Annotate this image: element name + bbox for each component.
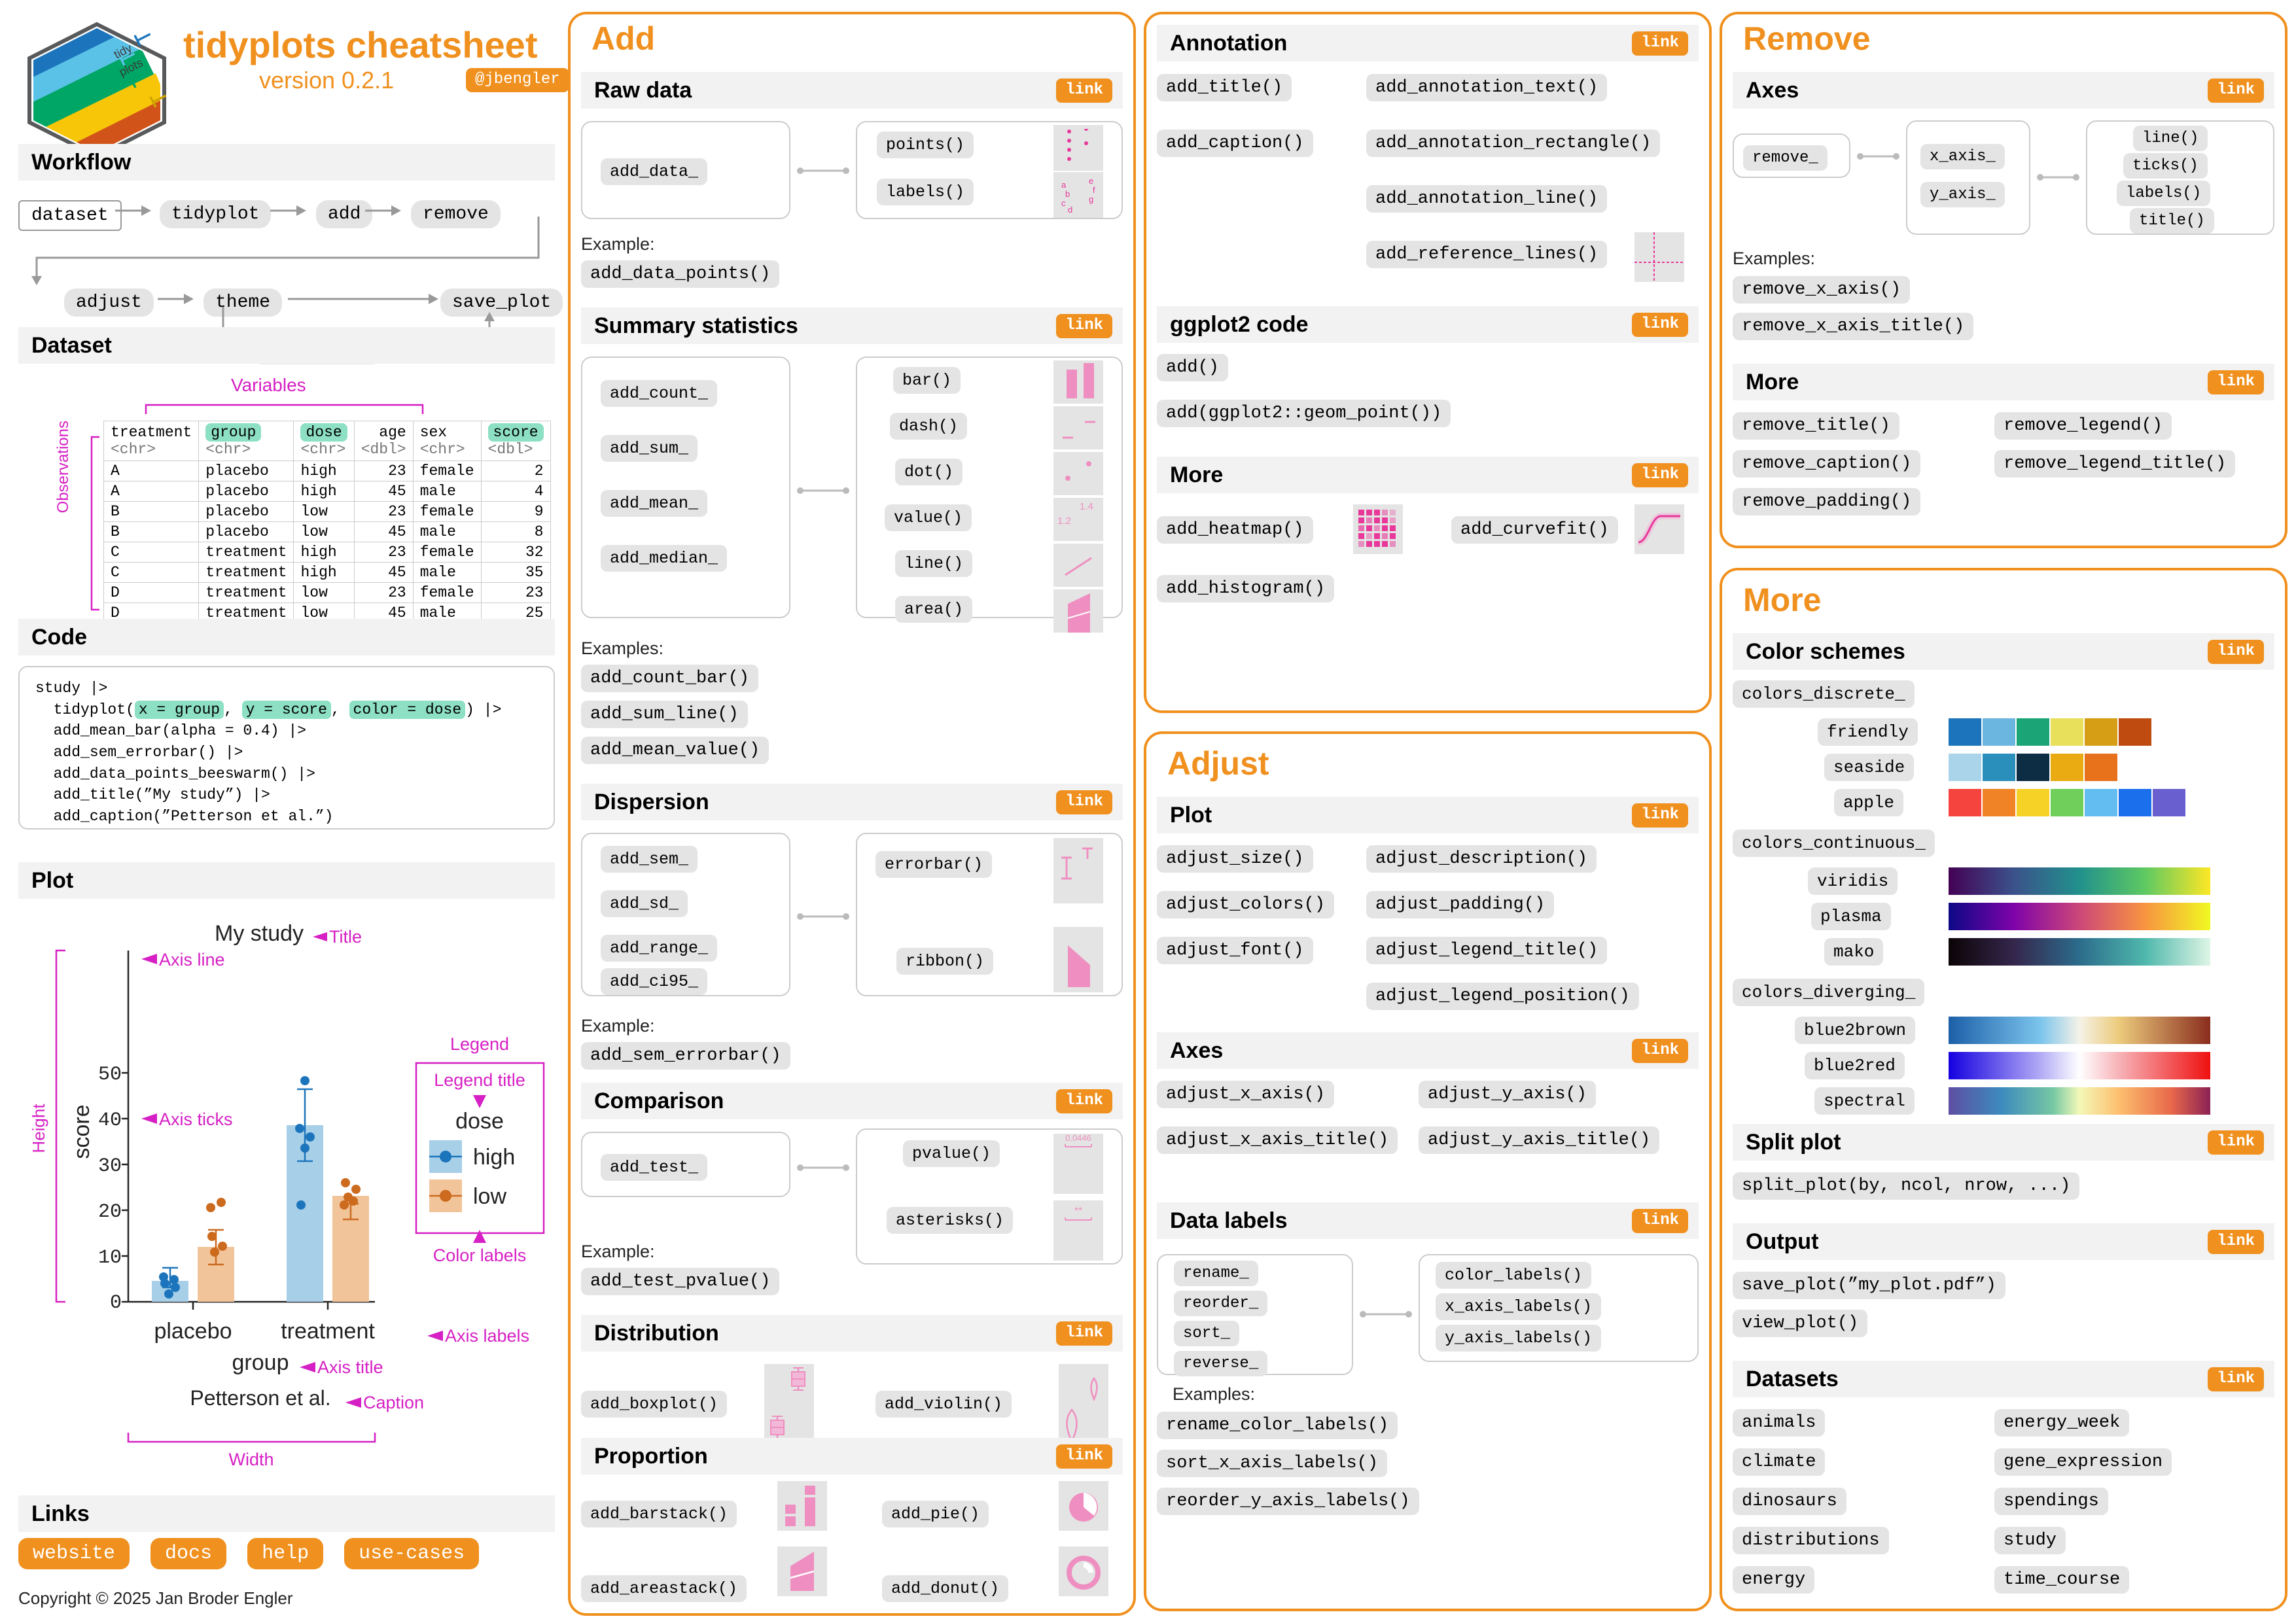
svg-text:Petterson et al.: Petterson et al. <box>190 1386 330 1410</box>
svg-text:f: f <box>1093 185 1095 195</box>
svg-text:Legend: Legend <box>450 1034 509 1054</box>
svg-text:e: e <box>1089 176 1093 186</box>
svg-text:low: low <box>473 1184 506 1209</box>
svg-text:Axis title: Axis title <box>317 1357 383 1377</box>
svg-text:treatment: treatment <box>281 1319 375 1344</box>
svg-text:Caption: Caption <box>363 1393 424 1412</box>
svg-text:a: a <box>1061 180 1067 190</box>
svg-text:40: 40 <box>98 1109 122 1132</box>
svg-text:Axis ticks: Axis ticks <box>159 1109 233 1129</box>
svg-text:score: score <box>69 1104 94 1159</box>
svg-text:Axis line: Axis line <box>159 950 225 969</box>
svg-text:Axis labels: Axis labels <box>445 1326 529 1346</box>
svg-text:10: 10 <box>98 1247 122 1269</box>
svg-text:Title: Title <box>329 927 362 947</box>
svg-text:1.2: 1.2 <box>1057 515 1071 527</box>
svg-text:Height: Height <box>29 1104 48 1153</box>
svg-text:group: group <box>232 1350 289 1375</box>
svg-text:50: 50 <box>98 1064 122 1086</box>
svg-text:30: 30 <box>98 1155 122 1178</box>
svg-text:placebo: placebo <box>154 1319 232 1344</box>
svg-text:Color labels: Color labels <box>433 1246 527 1265</box>
svg-text:g: g <box>1089 194 1093 204</box>
svg-text:dose: dose <box>455 1109 504 1134</box>
svg-text:Width: Width <box>228 1450 274 1469</box>
svg-text:c: c <box>1061 198 1066 208</box>
svg-text:Legend title: Legend title <box>434 1070 525 1090</box>
svg-text:b: b <box>1065 189 1070 199</box>
svg-text:high: high <box>473 1145 515 1170</box>
svg-text:**: ** <box>1074 1207 1082 1217</box>
svg-text:0: 0 <box>110 1292 122 1314</box>
svg-text:1.4: 1.4 <box>1080 501 1093 512</box>
svg-text:d: d <box>1068 205 1072 215</box>
svg-text:0.0446: 0.0446 <box>1065 1134 1091 1143</box>
svg-text:20: 20 <box>98 1201 122 1223</box>
svg-text:My study: My study <box>215 921 304 946</box>
